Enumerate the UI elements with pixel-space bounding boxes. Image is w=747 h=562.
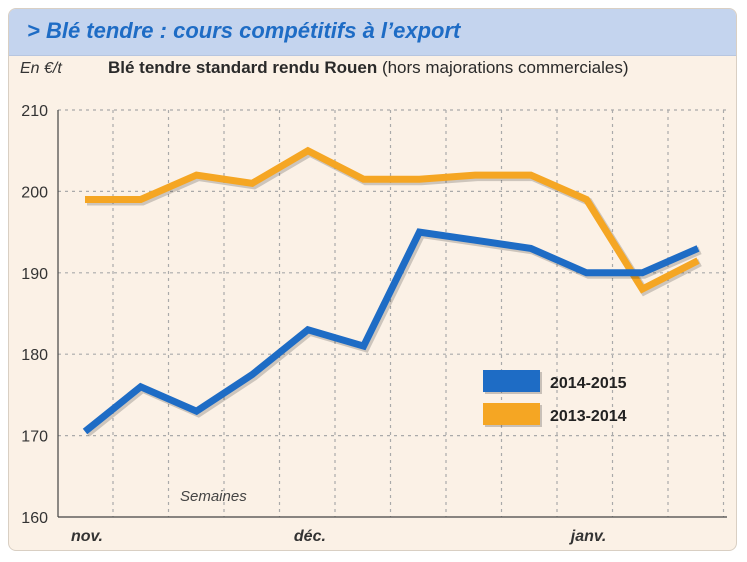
header-title: > Blé tendre : cours compétitifs à l’exp…	[27, 18, 461, 43]
x-axis-note: Semaines	[180, 488, 247, 505]
series-line-2013-2014	[85, 146, 700, 294]
x-tick-label: nov.	[71, 528, 103, 545]
y-tick-label: 190	[21, 266, 48, 283]
legend-swatch	[483, 403, 540, 425]
x-tick-label: janv.	[569, 528, 607, 545]
plot-area	[58, 110, 727, 517]
legend-label: 2014-2015	[550, 375, 627, 392]
y-tick-label: 200	[21, 184, 48, 201]
y-tick-label: 160	[21, 510, 48, 527]
header-banner: > Blé tendre : cours compétitifs à l’exp…	[9, 9, 736, 56]
y-tick-label: 210	[21, 103, 48, 120]
series-line-2014-2015	[82, 228, 700, 435]
subtitle-main: Blé tendre standard rendu Rouen	[108, 58, 378, 77]
legend-label: 2013-2014	[550, 408, 627, 425]
subtitle-note: (hors majorations commerciales)	[381, 58, 629, 77]
unit-label: En €/t	[20, 60, 62, 77]
y-tick-label: 180	[21, 347, 48, 364]
chart-subtitle: Blé tendre standard rendu Rouen (hors ma…	[108, 58, 629, 78]
x-tick-label: déc.	[294, 528, 326, 545]
y-tick-label: 170	[21, 429, 48, 446]
legend-swatch	[483, 370, 540, 392]
